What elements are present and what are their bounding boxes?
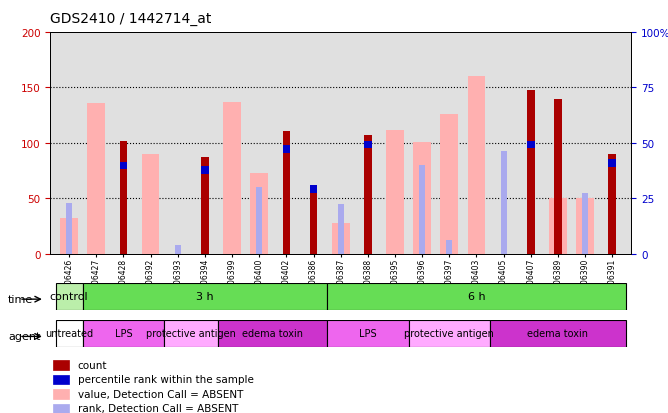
Text: edema toxin: edema toxin bbox=[528, 328, 589, 339]
Bar bbox=[364, 136, 371, 254]
Bar bbox=[250, 173, 268, 254]
Bar bbox=[55, 283, 83, 310]
Text: 3 h: 3 h bbox=[196, 291, 214, 301]
Text: percentile rank within the sample: percentile rank within the sample bbox=[77, 375, 254, 385]
Text: value, Detection Call = ABSENT: value, Detection Call = ABSENT bbox=[77, 389, 243, 399]
Bar bbox=[66, 203, 72, 254]
Bar bbox=[120, 162, 127, 170]
Bar bbox=[609, 154, 616, 254]
Bar bbox=[549, 199, 566, 254]
Bar bbox=[53, 389, 69, 399]
Bar bbox=[283, 131, 290, 254]
Bar bbox=[88, 104, 105, 254]
Bar bbox=[364, 141, 371, 149]
Text: LPS: LPS bbox=[115, 328, 132, 339]
Bar bbox=[257, 188, 263, 254]
Bar bbox=[554, 99, 562, 254]
Bar bbox=[201, 167, 208, 174]
Bar bbox=[53, 404, 69, 413]
Bar bbox=[419, 166, 425, 254]
Text: GDS2410 / 1442714_at: GDS2410 / 1442714_at bbox=[50, 12, 212, 26]
Bar bbox=[468, 77, 485, 254]
Text: LPS: LPS bbox=[359, 328, 377, 339]
Bar bbox=[490, 320, 626, 347]
Bar bbox=[527, 141, 534, 149]
Bar bbox=[55, 320, 83, 347]
Bar bbox=[409, 320, 490, 347]
Text: 6 h: 6 h bbox=[468, 291, 485, 301]
Bar bbox=[60, 218, 78, 254]
Text: control: control bbox=[50, 291, 88, 301]
Bar bbox=[413, 142, 431, 254]
Text: protective antigen: protective antigen bbox=[404, 328, 494, 339]
Text: untreated: untreated bbox=[45, 328, 93, 339]
Bar bbox=[310, 185, 317, 193]
Bar bbox=[327, 283, 626, 310]
Text: agent: agent bbox=[8, 332, 40, 342]
Bar bbox=[440, 115, 458, 254]
Bar bbox=[527, 90, 534, 254]
Bar bbox=[53, 361, 69, 370]
Bar bbox=[83, 320, 164, 347]
Bar bbox=[500, 151, 506, 254]
Bar bbox=[310, 185, 317, 254]
Bar bbox=[576, 199, 594, 254]
Bar bbox=[332, 223, 349, 254]
Bar bbox=[386, 130, 404, 254]
Text: rank, Detection Call = ABSENT: rank, Detection Call = ABSENT bbox=[77, 404, 238, 413]
Bar bbox=[609, 160, 615, 254]
Bar bbox=[446, 241, 452, 254]
Bar bbox=[53, 375, 69, 384]
Text: edema toxin: edema toxin bbox=[242, 328, 303, 339]
Bar bbox=[201, 158, 208, 254]
Bar bbox=[164, 320, 218, 347]
Text: time: time bbox=[8, 294, 33, 304]
Bar bbox=[175, 245, 181, 254]
Text: protective antigen: protective antigen bbox=[146, 328, 236, 339]
Bar bbox=[338, 204, 343, 254]
Bar bbox=[609, 160, 616, 168]
Bar bbox=[283, 146, 290, 154]
Bar bbox=[218, 320, 327, 347]
Bar bbox=[120, 141, 127, 254]
Bar bbox=[327, 320, 409, 347]
Bar bbox=[223, 103, 241, 254]
Text: count: count bbox=[77, 360, 108, 370]
Bar bbox=[142, 154, 160, 254]
Bar bbox=[582, 193, 588, 254]
Bar bbox=[83, 283, 327, 310]
